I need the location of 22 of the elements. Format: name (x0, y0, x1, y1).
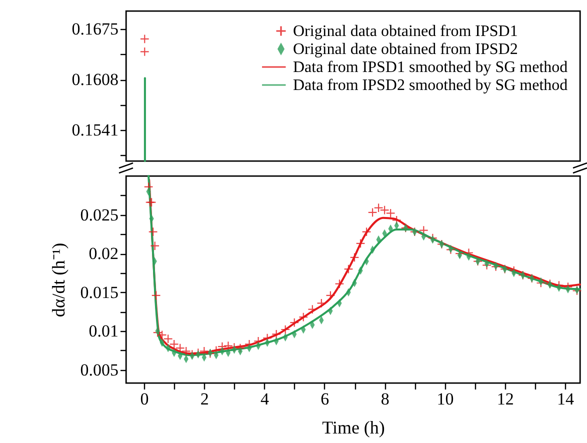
x-tick-label: 6 (320, 390, 330, 408)
y-tick-label: 0.025 (80, 205, 118, 224)
x-axis-title: Time (h) (322, 418, 385, 438)
y-axis-title: dα/dt (h⁻¹) (48, 242, 68, 318)
y-tick-label: 0.02 (88, 244, 118, 264)
x-tick-label: 14 (556, 390, 574, 408)
x-tick-label: 2 (200, 390, 209, 408)
x-tick-label: 8 (380, 390, 390, 408)
x-tick-label: 4 (260, 390, 270, 408)
x-tick-label: 12 (496, 390, 514, 408)
y-tick-label: 0.1608 (72, 70, 118, 90)
legend-label: Data from IPSD1 smoothed by SG method (293, 59, 568, 76)
x-tick-label: 10 (436, 390, 454, 408)
legend-label: Original date obtained from IPSD2 (293, 41, 518, 58)
y-tick-label: 0.1541 (72, 120, 118, 140)
y-tick-label: 0.005 (80, 360, 118, 380)
legend-label: Original data obtained from IPSD1 (293, 23, 518, 40)
y-tick-label: 0.015 (80, 282, 118, 302)
x-tick-label: 0 (140, 390, 149, 408)
legend-label: Data from IPSD2 smoothed by SG method (293, 77, 568, 94)
y-tick-label: 0.1675 (72, 20, 118, 39)
y-tick-label: 0.01 (88, 322, 118, 341)
